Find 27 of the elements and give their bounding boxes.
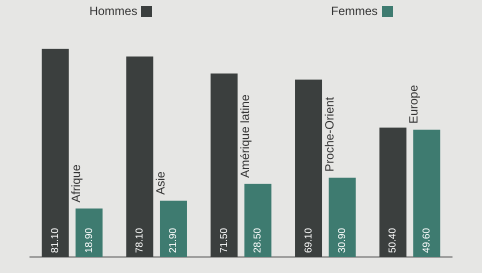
x-tick-label: Proche-Orient xyxy=(322,96,336,172)
data-label: 71.50 xyxy=(218,228,230,253)
data-label: 69.10 xyxy=(303,228,314,253)
bar xyxy=(244,184,272,257)
data-label: 49.60 xyxy=(421,228,432,253)
x-tick-label: Afrique xyxy=(69,164,84,202)
x-tick-label: Europe xyxy=(406,84,421,124)
x-tick-label: Amérique latine xyxy=(238,94,252,178)
bar xyxy=(328,178,356,257)
bar xyxy=(295,80,322,257)
data-label: 28.50 xyxy=(252,228,264,253)
bar xyxy=(160,200,187,257)
bar xyxy=(126,56,154,257)
data-label: 50.40 xyxy=(388,228,399,253)
bar xyxy=(413,130,440,257)
bar xyxy=(379,128,406,257)
legend-label: Femmes xyxy=(331,4,378,18)
data-label: 81.10 xyxy=(50,228,62,253)
legend-label: Hommes xyxy=(89,4,138,18)
data-label: 30.90 xyxy=(337,228,348,253)
bar xyxy=(42,48,69,257)
bar xyxy=(210,73,238,257)
data-label: 78.10 xyxy=(134,228,146,253)
bar xyxy=(76,208,103,257)
x-tick-label: Asie xyxy=(154,171,168,195)
data-label: 21.90 xyxy=(168,228,180,253)
data-label: 18.90 xyxy=(84,228,95,253)
